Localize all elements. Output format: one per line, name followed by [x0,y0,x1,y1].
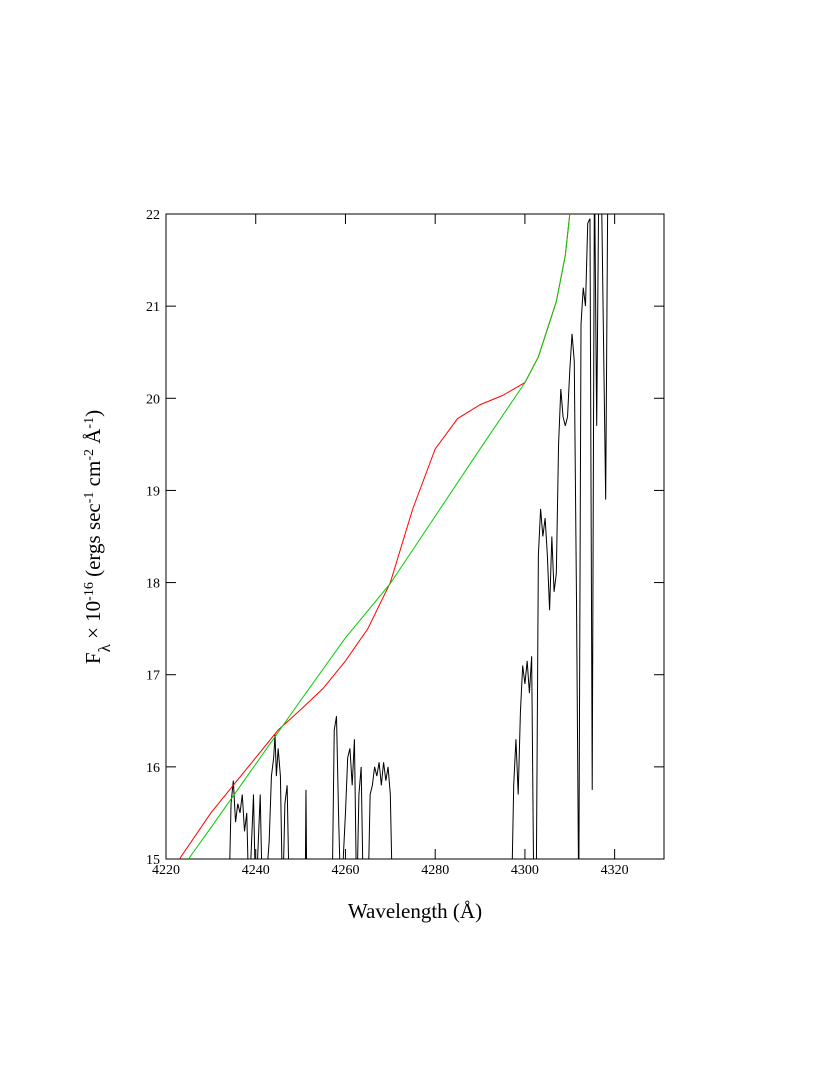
y-tick-label: 17 [146,669,160,684]
plot-area [179,214,609,859]
y-tick-label: 22 [146,208,160,223]
y-label-part: -2 [82,449,97,461]
y-label-part: -1 [82,417,97,429]
series-line [179,214,571,859]
plot-frame [165,213,665,860]
x-tick-label: 4320 [601,863,629,878]
y-tick-label: 18 [146,577,160,592]
y-label-part: -1 [82,492,97,504]
y-label-part: × 10 [81,601,105,644]
y-label-part: ) [81,410,105,417]
y-label-part: λ [95,643,114,652]
series-line [188,214,571,859]
y-label-part: -16 [82,582,97,601]
x-tick-label: 4260 [331,863,359,878]
y-tick-label: 16 [146,761,160,776]
y-tick-label: 20 [146,392,160,407]
y-tick-label: 19 [146,484,160,499]
y-axis-label: Fλ × 10-16 (ergs sec-1 cm-2 Å-1) [81,410,114,664]
y-label-part: cm [81,461,105,492]
y-label-part: (ergs sec [81,503,105,582]
y-tick-label: 21 [146,300,160,315]
x-tick-label: 4300 [511,863,539,878]
x-tick-label: 4240 [242,863,270,878]
x-tick-label: 4220 [152,863,180,878]
y-label-part: F [81,652,105,664]
series-line [229,214,609,859]
x-tick-label: 4280 [421,863,449,878]
y-tick-label: 15 [146,853,160,868]
x-axis-label: Wavelength (Å) [348,899,482,923]
y-label-part: Å [81,428,105,449]
